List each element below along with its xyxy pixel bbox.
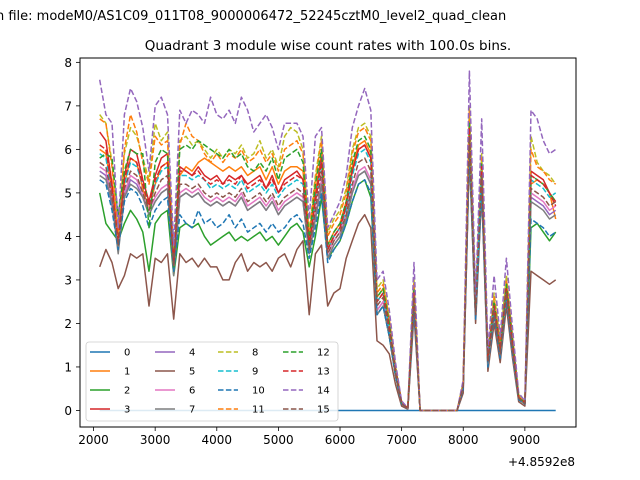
y-tick-label: 4 (64, 230, 72, 244)
legend-label: 1 (124, 367, 130, 378)
y-tick-label: 1 (64, 360, 72, 374)
x-tick-label: 4000 (202, 433, 233, 447)
figure-suptitle: n file: modeM0/AS1C09_011T08_9000006472_… (0, 9, 506, 24)
legend-label: 3 (124, 405, 130, 416)
x-axis: 2000 3000 4000 5000 6000 7000 8000 9000 (78, 427, 540, 447)
x-tick-label: 6000 (325, 433, 356, 447)
x-tick-label: 2000 (78, 433, 109, 447)
x-tick-label: 9000 (510, 433, 541, 447)
legend-label: 14 (317, 386, 330, 397)
x-tick-label: 3000 (140, 433, 171, 447)
axes-frame (79, 57, 577, 428)
legend-label: 0 (124, 348, 130, 359)
chart-title: Quadrant 3 module wise count rates with … (145, 38, 511, 54)
legend-label: 7 (189, 405, 195, 416)
legend-label: 5 (189, 367, 195, 378)
series-line-14 (98, 70, 557, 412)
legend-label: 11 (252, 405, 265, 416)
legend-label: 4 (189, 348, 195, 359)
legend-label: 13 (317, 367, 330, 378)
legend-label: 9 (252, 367, 258, 378)
legend-label: 8 (252, 348, 258, 359)
legend-label: 10 (252, 386, 265, 397)
x-tick-label: 7000 (386, 433, 417, 447)
legend-label: 15 (317, 405, 330, 416)
y-axis: 0 1 2 3 4 5 6 7 8 (64, 56, 80, 418)
legend-label: 12 (317, 348, 330, 359)
series-layer (98, 70, 557, 412)
legend-box (85, 341, 339, 422)
x-tick-label: 8000 (448, 433, 479, 447)
y-tick-label: 7 (64, 99, 72, 113)
series-line-15 (99, 135, 557, 412)
legend-label: 6 (189, 386, 195, 397)
y-tick-label: 3 (64, 273, 72, 287)
plot-area: 2000 3000 4000 5000 6000 7000 8000 9000 0123456… (64, 56, 577, 469)
legend-label: 2 (124, 386, 130, 397)
y-tick-label: 8 (64, 56, 72, 70)
y-tick-label: 2 (64, 317, 72, 331)
y-tick-label: 5 (64, 186, 72, 200)
x-offset-label: +4.8592e8 (508, 455, 575, 469)
y-tick-label: 0 (64, 404, 72, 418)
x-tick-label: 5000 (263, 433, 294, 447)
y-tick-label: 6 (64, 143, 72, 157)
